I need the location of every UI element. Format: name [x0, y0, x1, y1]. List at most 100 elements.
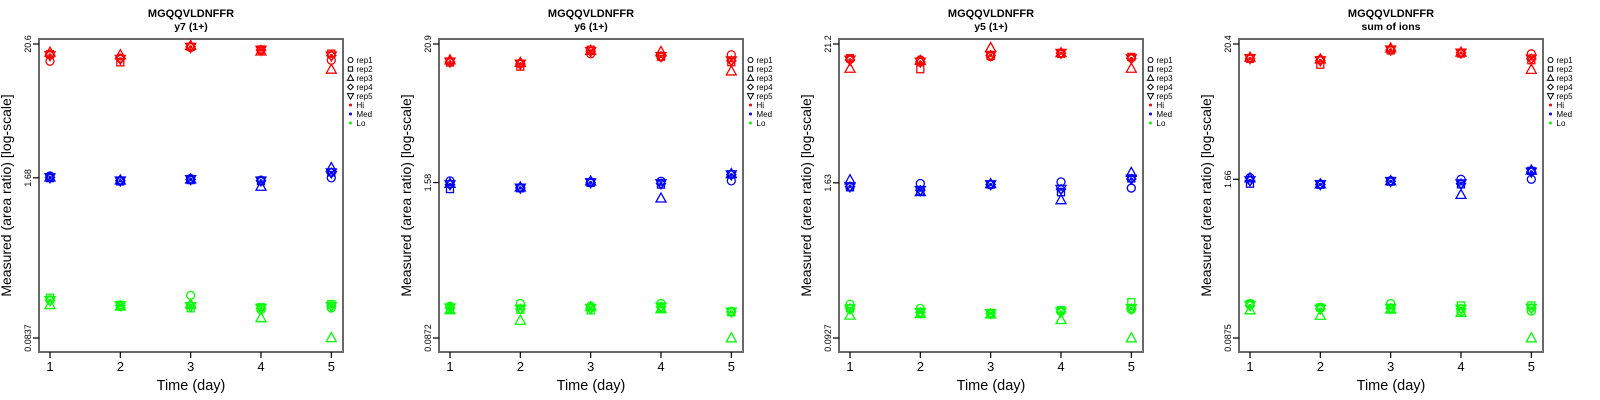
point-Med-rep3-day2 — [914, 185, 927, 197]
point-Hi-rep4-day2 — [114, 53, 126, 65]
dot-Lo-day2 — [118, 303, 123, 308]
point-Med-rep2-day5 — [327, 168, 336, 177]
legend-label-Med: Med — [357, 110, 373, 119]
x-tick-label: 1 — [1246, 359, 1253, 374]
dot-Lo-day5 — [729, 310, 734, 314]
dot-Hi-day3 — [1388, 48, 1393, 52]
point-Med-rep2-day5 — [727, 170, 736, 179]
rep3-symbol — [346, 73, 355, 81]
legend-label-rep2: rep2 — [357, 65, 374, 74]
dot-Hi-day4 — [659, 54, 663, 59]
Hi-dot — [1548, 103, 1553, 107]
chart-title: MGQQVLDNFFR — [548, 8, 634, 20]
series-Med — [1243, 163, 1538, 200]
x-tick-label: 1 — [846, 359, 853, 374]
point-Med-rep1-day2 — [915, 178, 925, 189]
point-Hi-rep1-day3 — [186, 42, 196, 53]
y-axis-title: Measured (area ratio) [log-scale] — [0, 94, 14, 296]
x-tick-label: 4 — [1057, 359, 1064, 374]
point-Lo-rep1-day1 — [445, 301, 455, 311]
point-Hi-rep1-day2 — [915, 55, 925, 65]
dot-Hi-day2 — [918, 60, 923, 64]
point-Lo-rep2-day1 — [845, 304, 855, 313]
dot-Hi-day2 — [518, 62, 523, 66]
dot-Lo-day1 — [448, 306, 452, 310]
dot-Hi-day4 — [1459, 51, 1463, 55]
point-Hi-rep1-day4 — [656, 52, 666, 62]
point-Lo-rep3-day2 — [1314, 308, 1327, 320]
y-tick-label: 20.9 — [423, 35, 433, 53]
dot-Med-day4 — [659, 181, 663, 186]
point-Lo-rep3-day5 — [1525, 331, 1538, 343]
legend-label-Hi: Hi — [1557, 101, 1565, 110]
point-Lo-rep3-day4 — [254, 311, 268, 323]
legend-label-Hi: Hi — [757, 101, 765, 110]
legend-label-rep4: rep4 — [757, 83, 774, 92]
x-tick-label: 5 — [1528, 359, 1535, 374]
point-Lo-rep2-day4 — [656, 303, 666, 312]
y-tick-label: 1.58 — [423, 174, 433, 192]
dot-Med-day2 — [518, 186, 523, 190]
dot-Lo-day1 — [848, 306, 852, 311]
point-Hi-rep1-day3 — [1386, 45, 1396, 55]
point-Hi-rep1-day1 — [1245, 53, 1255, 63]
rep4-symbol — [1546, 83, 1555, 91]
x-axis-title: Time (day) — [1357, 378, 1426, 394]
legend-label-rep1: rep1 — [1557, 56, 1574, 65]
point-Lo-rep1-day5 — [326, 303, 336, 313]
dot-Med-day3 — [988, 182, 993, 187]
chart-title: MGQQVLDNFFR — [948, 8, 1034, 20]
x-tick-label: 3 — [987, 359, 994, 374]
point-Hi-rep1-day1 — [45, 56, 55, 66]
legend-label-Lo: Lo — [357, 119, 366, 128]
y-tick-label: 1.66 — [1223, 171, 1233, 189]
legend-label-rep2: rep2 — [1157, 65, 1174, 74]
point-Hi-rep2-day3 — [586, 45, 595, 54]
point-Lo-rep1-day4 — [256, 305, 266, 315]
point-Hi-rep2-day2 — [916, 65, 925, 74]
chart-subtitle: sum of ions — [1362, 21, 1421, 33]
legend-label-Med: Med — [1557, 110, 1573, 119]
rep5-symbol — [1546, 93, 1555, 101]
dot-Hi-day3 — [188, 45, 193, 49]
x-tick-label: 2 — [517, 359, 524, 374]
dot-Med-day1 — [48, 175, 52, 180]
point-Lo-rep3-day4 — [1454, 306, 1468, 318]
point-Hi-rep3-day4 — [1454, 45, 1468, 57]
x-tick-label: 5 — [1128, 359, 1135, 374]
dot-Lo-day4 — [659, 305, 663, 309]
point-Hi-rep3-day3 — [584, 44, 597, 55]
Hi-dot — [1148, 103, 1153, 107]
dot-Med-day5 — [1529, 170, 1534, 174]
point-Lo-rep3-day4 — [654, 302, 668, 314]
point-Lo-rep3-day5 — [725, 331, 738, 343]
legend-label-rep4: rep4 — [357, 83, 374, 92]
dot-Med-day4 — [1059, 187, 1063, 191]
legend-label-Med: Med — [1157, 110, 1173, 119]
y-tick-label: 20.6 — [23, 35, 33, 53]
y-tick-label: 0.0872 — [423, 324, 433, 352]
point-Med-rep1-day1 — [45, 171, 55, 181]
point-Lo-rep3-day1 — [843, 308, 857, 320]
point-Hi-rep3-day4 — [254, 44, 268, 56]
dot-Med-day4 — [259, 179, 263, 183]
chart-subtitle: y6 (1+) — [574, 21, 608, 33]
plot-box — [838, 38, 1144, 353]
x-tick-label: 3 — [1387, 359, 1394, 374]
point-Med-rep2-day4 — [1456, 180, 1466, 189]
x-axis-title: Time (day) — [157, 378, 226, 394]
point-Lo-rep3-day5 — [325, 331, 338, 343]
chart-subtitle: y7 (1+) — [174, 21, 208, 33]
legend-label-rep4: rep4 — [1157, 83, 1174, 92]
rep2-symbol — [347, 66, 354, 72]
point-Med-rep1-day4 — [256, 175, 266, 185]
Med-dot — [348, 112, 353, 116]
point-Lo-rep1-day2 — [1315, 302, 1325, 312]
dot-Lo-day5 — [329, 304, 334, 308]
legend-label-Lo: Lo — [1557, 119, 1566, 128]
dot-Lo-day2 — [918, 310, 923, 315]
